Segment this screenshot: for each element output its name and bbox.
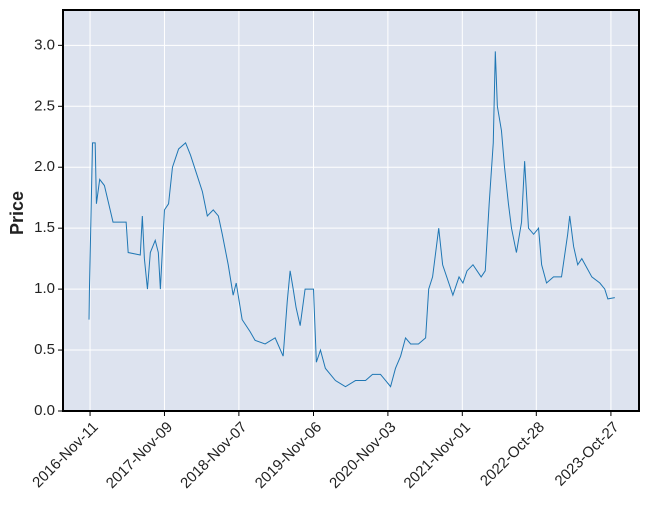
price-line — [88, 51, 615, 388]
x-tick-label: 2022-Oct-28 — [477, 419, 548, 490]
x-tick-label: 2017-Nov-09 — [103, 419, 176, 492]
y-tick-label: 2.0 — [34, 158, 55, 175]
y-tick-label: 0.5 — [34, 341, 55, 358]
y-tick-label: 2.5 — [34, 97, 55, 114]
y-axis-label: Price — [7, 191, 27, 235]
x-tick-label: 2023-Oct-27 — [552, 419, 623, 490]
x-tick-label: 2019-Nov-06 — [252, 419, 325, 492]
x-tick-label: 2020-Nov-03 — [326, 419, 399, 492]
y-tick-label: 3.0 — [34, 36, 55, 53]
y-tick-label: 1.0 — [34, 280, 55, 297]
y-tick-label: 0.0 — [34, 402, 55, 419]
plot-frame — [62, 9, 640, 412]
y-tick-label: 1.5 — [34, 219, 55, 236]
x-tick-label: 2018-Nov-07 — [177, 419, 250, 492]
x-tick-label: 2021-Nov-01 — [401, 419, 474, 492]
x-tick-label: 2016-Nov-11 — [29, 419, 102, 492]
plot-area — [63, 10, 639, 411]
